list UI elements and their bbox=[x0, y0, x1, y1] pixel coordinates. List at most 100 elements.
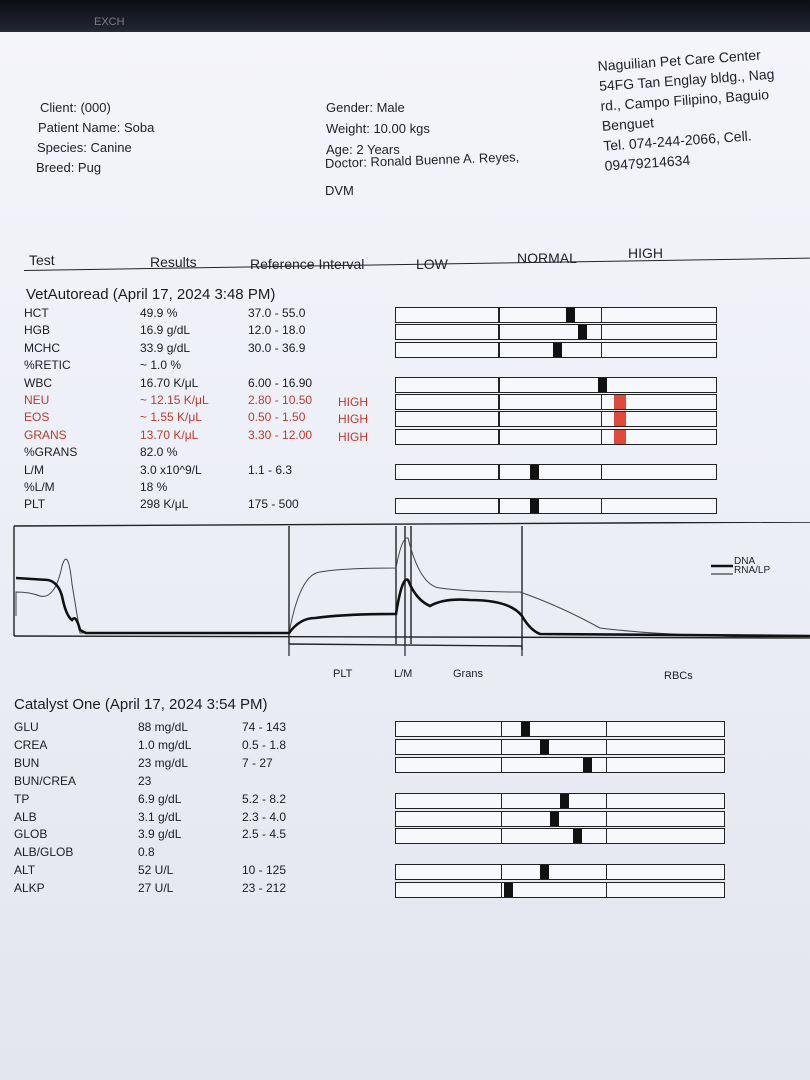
crea-range-bar bbox=[395, 738, 725, 755]
range-divider bbox=[605, 829, 608, 844]
range-divider bbox=[605, 883, 608, 898]
catalyst-title: Catalyst One (April 17, 2024 3:54 PM) bbox=[14, 696, 268, 713]
neu-reference-range: 2.80 - 10.50 bbox=[248, 393, 313, 407]
bun-result-marker bbox=[582, 757, 592, 772]
glu-result-marker bbox=[520, 722, 530, 736]
wbc-range-bar bbox=[395, 376, 717, 393]
breed-line: Breed: Pug bbox=[36, 160, 102, 175]
species-line: Species: Canine bbox=[37, 140, 132, 155]
tp-reference-range: 5.2 - 8.2 bbox=[242, 791, 287, 806]
mchc-result-value: 33.9 g/dL bbox=[140, 340, 191, 355]
l-m-result-value: 18 % bbox=[140, 480, 168, 494]
wbc-result-value: 16.70 K/μL bbox=[140, 375, 199, 390]
bun-result-value: 23 mg/dL bbox=[138, 755, 189, 770]
bun-range-bar bbox=[395, 756, 725, 773]
tp-test-name: TP bbox=[14, 791, 30, 806]
wbc-test-name: WBC bbox=[24, 375, 52, 390]
eos-range-bar bbox=[395, 411, 717, 428]
plt-result-marker bbox=[530, 499, 540, 514]
crea-test-name: CREA bbox=[14, 737, 48, 752]
wbc-reference-range: 6.00 - 16.90 bbox=[248, 375, 313, 390]
eos-result-value: ~ 1.55 K/μL bbox=[140, 410, 202, 425]
patient-name-line: Patient Name: Soba bbox=[38, 120, 155, 135]
col-reference: Reference Interval bbox=[250, 256, 365, 272]
bun-reference-range: 7 - 27 bbox=[242, 755, 273, 770]
client-line: Client: (000) bbox=[40, 100, 111, 115]
range-divider bbox=[500, 865, 503, 880]
glob-reference-range: 2.5 - 4.5 bbox=[242, 827, 287, 842]
glu-test-name: GLU bbox=[14, 720, 39, 734]
l-m-reference-range: 1.1 - 6.3 bbox=[248, 462, 293, 477]
tp-result-marker bbox=[560, 793, 569, 808]
hct-range-bar bbox=[395, 307, 717, 323]
clinic-block: Naguilian Pet Care Center 54FG Tan Engla… bbox=[597, 44, 781, 176]
range-divider bbox=[600, 308, 603, 322]
alb-reference-range: 2.3 - 4.0 bbox=[242, 809, 287, 824]
glu-result-value: 88 mg/dL bbox=[138, 720, 189, 734]
range-divider bbox=[500, 739, 503, 754]
range-divider bbox=[605, 811, 608, 826]
grans-test-name: GRANS bbox=[24, 427, 67, 442]
plt-result-value: 298 K/μL bbox=[140, 497, 189, 512]
range-divider bbox=[500, 793, 503, 808]
tp-range-bar bbox=[395, 792, 725, 809]
range-divider bbox=[600, 429, 603, 444]
range-divider bbox=[605, 865, 608, 880]
range-divider bbox=[605, 793, 608, 808]
col-high: HIGH bbox=[628, 245, 663, 261]
alb-result-value: 3.1 g/dL bbox=[138, 809, 182, 824]
histogram-legend bbox=[711, 564, 733, 575]
gender-line: Gender: Male bbox=[326, 100, 405, 115]
alt-result-marker bbox=[540, 865, 550, 880]
col-normal: NORMAL bbox=[517, 250, 577, 266]
tp-result-value: 6.9 g/dL bbox=[138, 791, 182, 806]
range-divider bbox=[600, 412, 603, 427]
grans-reference-range: 3.30 - 12.00 bbox=[248, 427, 313, 442]
wbc-result-marker bbox=[597, 377, 607, 392]
hist-label-grans: Grans bbox=[453, 668, 483, 680]
bun-test-name: BUN bbox=[14, 755, 40, 770]
glob-range-bar bbox=[395, 828, 725, 845]
alkp-range-bar bbox=[395, 882, 725, 899]
neu-result-marker bbox=[613, 395, 626, 409]
grans-test-name: %GRANS bbox=[24, 445, 78, 460]
range-divider bbox=[498, 412, 500, 427]
plt-range-bar bbox=[395, 498, 717, 515]
col-test: Test bbox=[29, 252, 55, 268]
alt-reference-range: 10 - 125 bbox=[242, 863, 287, 878]
l-m-test-name: L/M bbox=[24, 462, 45, 477]
mchc-result-marker bbox=[552, 342, 562, 357]
range-divider bbox=[600, 325, 603, 340]
hist-label-lm: L/M bbox=[394, 668, 413, 680]
range-divider bbox=[498, 308, 500, 322]
glob-result-value: 3.9 g/dL bbox=[138, 827, 182, 842]
crea-reference-range: 0.5 - 1.8 bbox=[242, 737, 287, 752]
glob-test-name: GLOB bbox=[14, 827, 48, 842]
age-line: Age: 2 Years bbox=[326, 142, 400, 157]
dna-curve bbox=[15, 576, 810, 638]
range-divider bbox=[500, 829, 503, 844]
range-divider bbox=[605, 739, 608, 754]
hgb-test-name: HGB bbox=[24, 323, 51, 338]
hist-label-plt: PLT bbox=[333, 668, 353, 680]
range-divider bbox=[498, 325, 500, 340]
grans-range-bar bbox=[395, 428, 717, 445]
hgb-result-value: 16.9 g/dL bbox=[140, 323, 191, 338]
grans-result-value: 82.0 % bbox=[140, 445, 178, 460]
legend-dna: DNA bbox=[734, 556, 756, 567]
alb-result-marker bbox=[550, 811, 560, 826]
grans-result-value: 13.70 K/μL bbox=[140, 427, 199, 442]
histogram-frame bbox=[13, 522, 810, 656]
exch-label: EXCH bbox=[94, 16, 125, 28]
hgb-reference-range: 12.0 - 18.0 bbox=[248, 323, 306, 338]
range-divider bbox=[500, 722, 503, 736]
doctor-title: DVM bbox=[325, 183, 354, 198]
alb-test-name: ALB bbox=[14, 809, 37, 824]
range-divider bbox=[498, 395, 500, 409]
l-m-result-value: 3.0 x10^9/L bbox=[140, 462, 202, 477]
hct-test-name: HCT bbox=[24, 306, 49, 320]
alb-range-bar bbox=[395, 810, 725, 827]
range-divider bbox=[498, 377, 500, 392]
hct-reference-range: 37.0 - 55.0 bbox=[248, 306, 306, 320]
crea-result-marker bbox=[540, 739, 550, 754]
